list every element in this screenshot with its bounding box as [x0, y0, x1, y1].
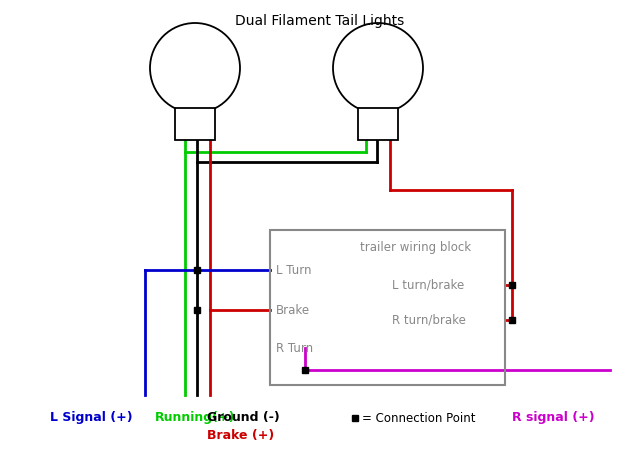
Text: trailer wiring block: trailer wiring block — [360, 242, 471, 255]
Text: R Turn: R Turn — [276, 341, 313, 355]
Text: L Turn: L Turn — [276, 263, 312, 276]
Text: Brake: Brake — [276, 304, 310, 316]
Bar — [175, 108, 215, 140]
Bar — [358, 108, 398, 140]
Text: Dual Filament Tail Lights: Dual Filament Tail Lights — [236, 14, 404, 28]
Text: Brake (+): Brake (+) — [207, 429, 275, 441]
Text: R signal (+): R signal (+) — [513, 411, 595, 424]
Text: = Connection Point: = Connection Point — [362, 411, 476, 424]
Text: L turn/brake: L turn/brake — [392, 278, 465, 291]
Text: R turn/brake: R turn/brake — [392, 314, 466, 326]
Text: L Signal (+): L Signal (+) — [50, 411, 132, 424]
Bar — [270, 230, 505, 385]
Text: Running(+): Running(+) — [155, 411, 236, 424]
Text: Ground (-): Ground (-) — [207, 411, 280, 424]
